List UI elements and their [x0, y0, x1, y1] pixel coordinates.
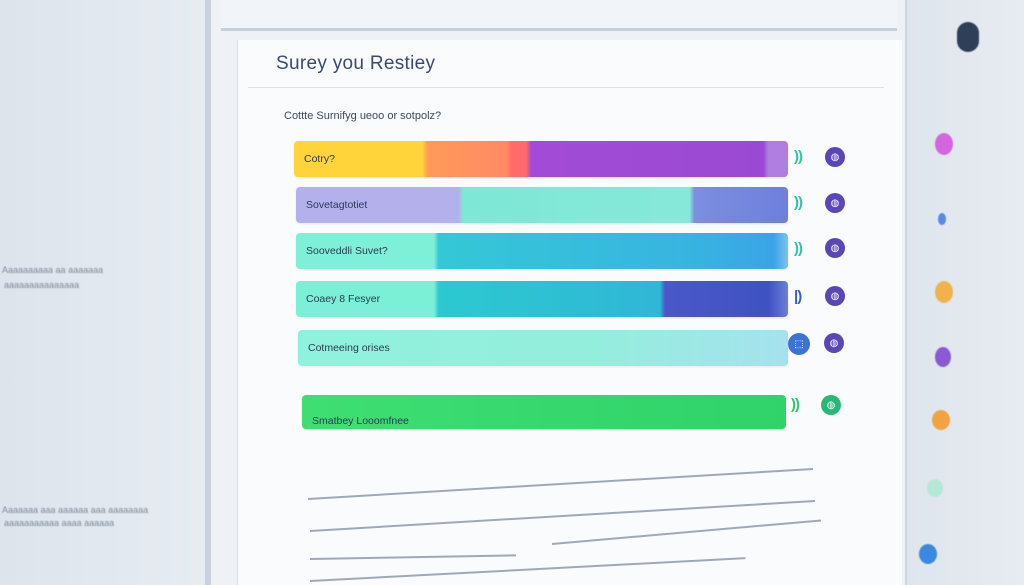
survey-option-row[interactable]: Cotmeeing orises ⬚ ◍: [238, 330, 902, 370]
right-panel: [905, 0, 1024, 585]
option-bar[interactable]: Sooveddli Suvet?: [296, 233, 788, 269]
side-text-line: aaaaaaaaaaaaaaa: [4, 280, 80, 290]
dot-icon[interactable]: [927, 479, 943, 497]
survey-option-row[interactable]: Coaey 8 Fesyer |) ◍: [238, 281, 902, 321]
window-top-bar: [221, 0, 897, 31]
option-bar[interactable]: Cotmeeing orises: [298, 330, 788, 366]
divider: [248, 87, 884, 88]
text-line: [309, 557, 746, 582]
option-status-icon[interactable]: ◍: [825, 286, 845, 306]
option-label: Sovetagtotiet: [306, 199, 368, 211]
option-bar[interactable]: Coaey 8 Fesyer: [296, 281, 788, 317]
option-status-icon[interactable]: ◍: [825, 193, 845, 213]
dot-icon[interactable]: [919, 544, 937, 564]
question-text: Cottte Surnifyg ueoo or sotpolz?: [284, 110, 442, 122]
side-text-line: Aaaaaaaaaa aa aaaaaaa: [2, 265, 104, 275]
option-control[interactable]: )): [791, 396, 800, 413]
option-bar[interactable]: Smatbey Looomfnee: [302, 395, 786, 429]
survey-option-row[interactable]: Sooveddli Suvet? )) ◍: [238, 233, 902, 273]
survey-option-row[interactable]: Cotry? )) ◍: [238, 141, 902, 181]
survey-panel: Surey you Restiey Cottte Surnifyg ueoo o…: [237, 40, 902, 585]
page-title: Surey you Restiey: [276, 53, 436, 74]
survey-option-row[interactable]: Sovetagtotiet )) ◍: [238, 187, 902, 227]
dot-icon[interactable]: [935, 281, 953, 303]
side-text-line: aaaaaaaaaaa aaaa aaaaaa: [4, 518, 115, 528]
dot-icon[interactable]: [935, 347, 951, 367]
survey-option-row[interactable]: Smatbey Looomfnee )) ◍: [238, 392, 902, 432]
option-status-icon[interactable]: ◍: [821, 395, 841, 415]
option-status-icon[interactable]: ◍: [824, 333, 844, 353]
left-panel: Aaaaaaaaaa aa aaaaaaa aaaaaaaaaaaaaaa Aa…: [0, 0, 205, 585]
option-control[interactable]: )): [794, 240, 803, 257]
option-label: Smatbey Looomfnee: [312, 414, 409, 427]
text-line: [551, 519, 822, 545]
option-label: Cotmeeing orises: [308, 342, 390, 354]
option-bar[interactable]: Sovetagtotiet: [296, 187, 788, 223]
option-label: Sooveddli Suvet?: [306, 245, 388, 257]
option-label: Cotry?: [304, 153, 335, 165]
option-bar[interactable]: Cotry?: [294, 141, 788, 177]
dot-icon[interactable]: [938, 213, 946, 225]
side-text-line: Aaaaaaa aaa aaaaaa aaa aaaaaaaa: [2, 505, 149, 515]
option-label: Coaey 8 Fesyer: [306, 293, 381, 305]
option-control[interactable]: )): [794, 194, 803, 211]
option-status-icon[interactable]: ◍: [825, 238, 845, 258]
survey-window: Surey you Restiey Cottte Surnifyg ueoo o…: [205, 0, 905, 585]
dot-icon[interactable]: [932, 410, 950, 430]
dot-icon[interactable]: [935, 133, 953, 155]
option-status-icon[interactable]: ◍: [825, 147, 845, 167]
text-line: [307, 467, 814, 500]
option-status-icon[interactable]: ⬚: [788, 333, 810, 355]
option-control[interactable]: )): [794, 148, 803, 165]
text-line: [309, 554, 516, 560]
option-control[interactable]: |): [794, 288, 802, 305]
profile-icon[interactable]: [957, 22, 979, 52]
